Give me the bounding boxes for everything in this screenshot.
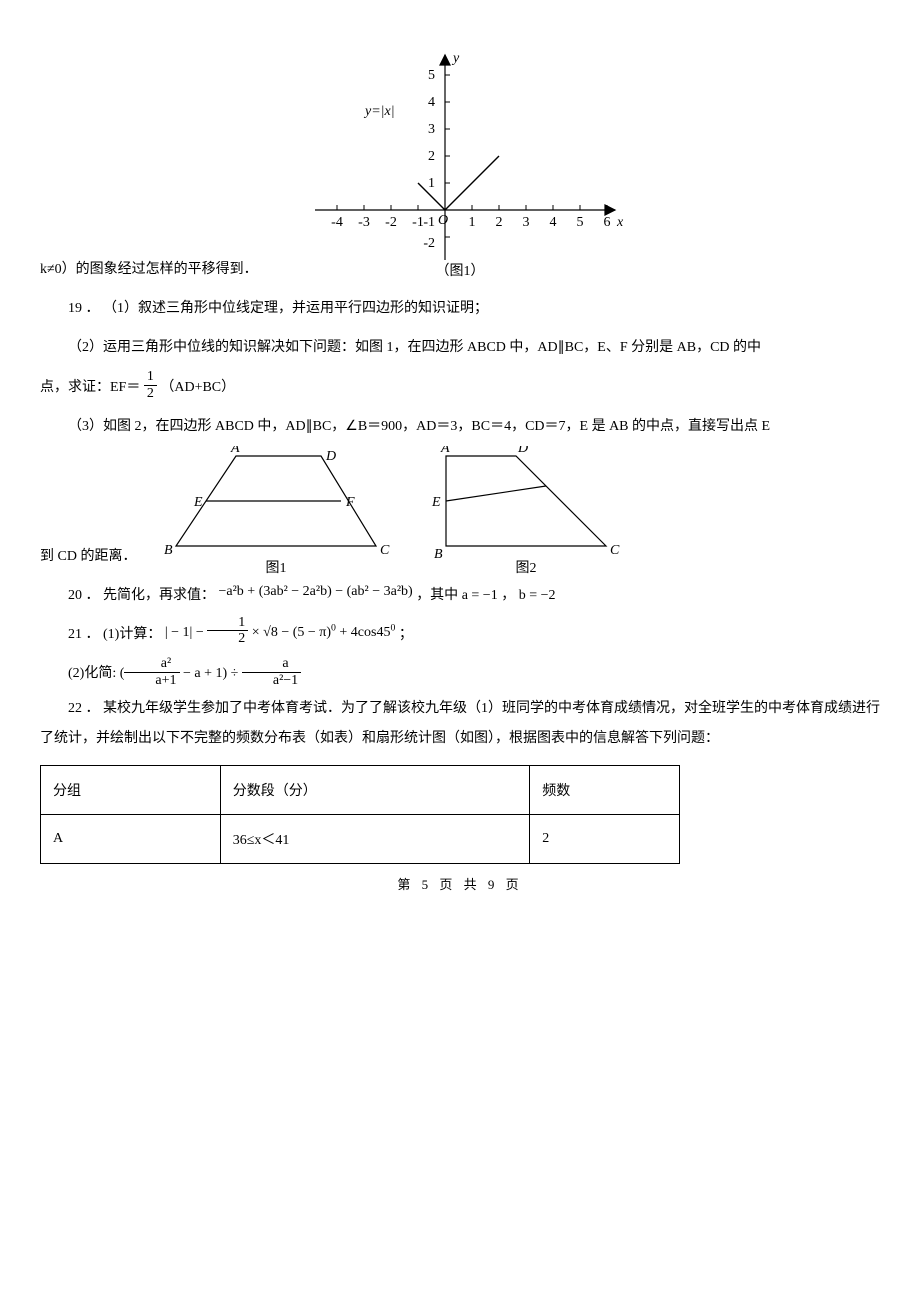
graph1-caption: （图1）	[436, 263, 485, 279]
q21-1-p1: | − 1| −	[165, 625, 207, 640]
t1-A: A	[230, 446, 240, 456]
ytick-5: 5	[428, 68, 435, 83]
q21-2-frac2: aa²−1	[242, 656, 301, 688]
q21-2-prefix: (2)化简:	[68, 666, 116, 681]
q21-2-mid: − a + 1) ÷	[180, 666, 242, 681]
x-axis-label: x	[616, 215, 624, 230]
xtick-3: 3	[523, 215, 530, 230]
xtick-2: 2	[496, 215, 503, 230]
xtick-4: 4	[550, 215, 557, 230]
origin-label: O	[438, 213, 448, 228]
q21-2-expr: (a²a+1 − a + 1) ÷ aa²−1	[120, 666, 301, 681]
t2-A: A	[440, 446, 450, 456]
ytick--1: -1	[423, 215, 435, 230]
ytick-1: 1	[428, 176, 435, 191]
q19-2b: 点，求证：EF＝ 1 2 （AD+BC）	[40, 368, 880, 407]
page-number: 第 5 页 共 9 页	[40, 864, 880, 893]
q20-vals: a = −1 ， b = −2	[462, 588, 556, 603]
cell-range-A: 36≤x＜41	[220, 815, 530, 864]
q21-2-f2n: a	[242, 656, 301, 672]
ytick-2: 2	[428, 149, 435, 164]
col-range: 分数段（分）	[220, 766, 530, 815]
xtick--2: -2	[385, 215, 397, 230]
frac-half-num: 1	[144, 369, 157, 385]
q21-1-p2: × √8 − (5 − π)	[248, 625, 331, 640]
q19-3b: 到 CD 的距离．	[40, 537, 136, 576]
t2-C: C	[610, 543, 620, 558]
q21-1-frac: 12	[207, 615, 248, 647]
table-header-row: 分组 分数段（分） 频数	[41, 766, 680, 815]
cell-freq-A: 2	[530, 815, 680, 864]
trapezoid2-svg: A D E B C 图2	[426, 446, 636, 576]
ytick-4: 4	[428, 95, 435, 110]
xtick-5: 5	[577, 215, 584, 230]
trapezoid1-svg: A D E F B C 图1	[156, 446, 396, 576]
q21-2-f1d: a+1	[124, 673, 179, 688]
xtick--3: -3	[358, 215, 370, 230]
q20-expr: −a²b + (3ab² − 2a²b) − (ab² − 3a²b)	[219, 584, 413, 599]
t2-caption: 图2	[516, 561, 537, 576]
q21-2-frac1: a²a+1	[124, 656, 179, 688]
q21-1-frac-den: 2	[207, 631, 248, 646]
q19-2b-prefix: 点，求证：EF＝	[40, 380, 140, 395]
q21-1: 21 ． (1)计算： | − 1| − 12 × √8 − (5 − π)0 …	[40, 615, 880, 654]
ytick-3: 3	[428, 122, 435, 137]
frac-half-den: 2	[144, 386, 157, 401]
xtick--1: -1	[412, 215, 424, 230]
t1-C: C	[380, 543, 390, 558]
q21-1-p3: + 4cos45	[336, 625, 391, 640]
xtick-6: 6	[604, 215, 611, 230]
frac-half: 1 2	[144, 369, 157, 401]
t2-E: E	[431, 495, 441, 510]
q21-1-prefix: 21 ． (1)计算：	[68, 627, 161, 642]
q21-2-f1n: a²	[124, 656, 179, 672]
xtick-1: 1	[469, 215, 476, 230]
q22: 22 ． 某校九年级学生参加了中考体育考试．为了了解该校九年级（1）班同学的中考…	[40, 694, 880, 756]
q21-2: (2)化简: (a²a+1 − a + 1) ÷ aa²−1	[40, 654, 880, 693]
col-freq: 频数	[530, 766, 680, 815]
t1-F: F	[345, 495, 355, 510]
q19-1: 19 ． （1）叙述三角形中位线定理，并运用平行四边形的知识证明；	[40, 289, 880, 328]
q21-1-expr: | − 1| − 12 × √8 − (5 − π)0 + 4cos450	[165, 625, 399, 640]
freq-table: 分组 分数段（分） 频数 A 36≤x＜41 2	[40, 765, 680, 864]
col-group: 分组	[41, 766, 221, 815]
t2-B: B	[434, 547, 443, 562]
q19-3: （3）如图 2，在四边形 ABCD 中，AD∥BC，∠B＝900，AD＝3，BC…	[40, 407, 880, 446]
q21-1-frac-num: 1	[207, 615, 248, 631]
q20-prefix: 20 ． 先简化，再求值：	[68, 588, 215, 603]
q19-2b-suffix: （AD+BC）	[160, 380, 235, 395]
table-row: A 36≤x＜41 2	[41, 815, 680, 864]
func-label: y=|x|	[363, 104, 395, 119]
q21-1-suffix: ；	[399, 627, 413, 642]
ytick--2: -2	[423, 236, 435, 251]
t1-caption: 图1	[266, 561, 287, 576]
t1-B: B	[164, 543, 173, 558]
q20: 20 ． 先简化，再求值： −a²b + (3ab² − 2a²b) − (ab…	[40, 576, 880, 615]
t1-E: E	[193, 495, 203, 510]
graph1-figure: -4 -3 -2 -1 1 2 3 4 5 6 1 2 3 4 5 -1 -2 …	[40, 40, 880, 280]
q19-2: （2）运用三角形中位线的知识解决如下问题：如图 1，在四边形 ABCD 中，AD…	[40, 328, 880, 367]
t1-D: D	[325, 449, 336, 464]
q20-mid: ，其中	[416, 588, 458, 603]
cell-group-A: A	[41, 815, 221, 864]
q21-2-f2d: a²−1	[242, 673, 301, 688]
y-axis-label: y	[451, 51, 460, 66]
xtick--4: -4	[331, 215, 343, 230]
q21-1-supdeg: 0	[390, 622, 395, 633]
t2-D: D	[517, 446, 528, 456]
graph1-svg: -4 -3 -2 -1 1 2 3 4 5 6 1 2 3 4 5 -1 -2 …	[295, 40, 625, 280]
